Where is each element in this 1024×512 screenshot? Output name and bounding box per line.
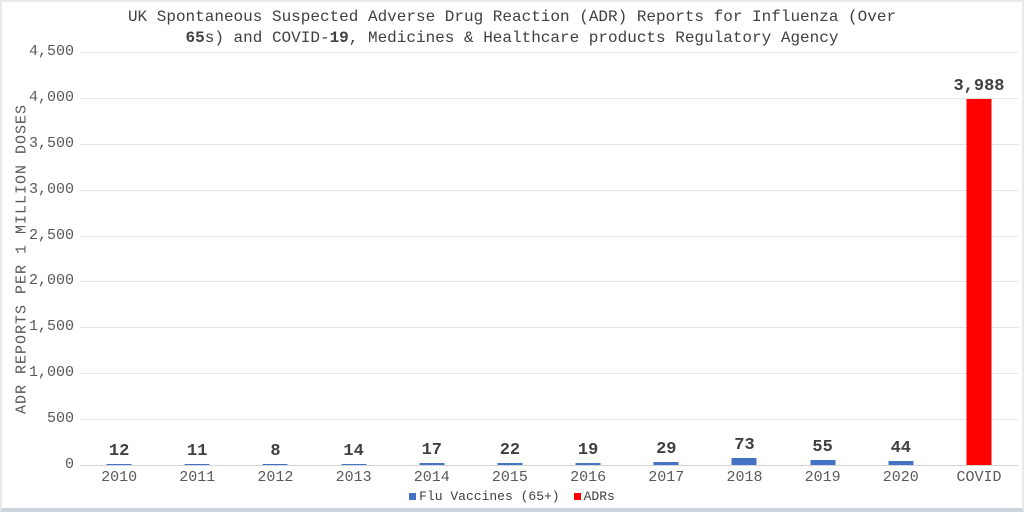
- x-axis-label-2019: 2019: [804, 469, 841, 486]
- bar-covid-adrs: [966, 99, 992, 465]
- chart-column-2015: 22 2015: [471, 52, 549, 486]
- bar-2013-flu-vaccines-65: [341, 463, 367, 465]
- bar-2010-flu-vaccines-65: [106, 463, 132, 465]
- x-axis-label-2010: 2010: [101, 469, 138, 486]
- gridline: [80, 327, 1018, 329]
- bar-2012-flu-vaccines-65: [262, 464, 288, 465]
- x-axis-label-2018: 2018: [726, 469, 763, 486]
- gridline: [80, 97, 1018, 99]
- gridline: [80, 281, 1018, 283]
- gridline: [80, 373, 1018, 375]
- gridline: [80, 143, 1018, 145]
- y-tick-label-1-000: 1,000: [28, 364, 74, 382]
- gridline: [80, 189, 1018, 191]
- legend-swatch-icon: [409, 493, 417, 500]
- x-axis-label-2015: 2015: [491, 469, 528, 486]
- y-tick-label-2-000: 2,000: [28, 272, 74, 290]
- chart-column-2014: 17 2014: [393, 52, 471, 485]
- y-tick-label-1-500: 1,500: [28, 318, 74, 336]
- legend-label-adrs: ADRs: [583, 489, 615, 504]
- chart-title-line-2: 65s) and COVID-19, Medicines & Healthcar…: [185, 29, 839, 47]
- chart-title-line-1: UK Spontaneous Suspected Adverse Drug Re…: [127, 8, 897, 26]
- bar-value-label-2012: 8: [270, 442, 281, 461]
- bar-2018-flu-vaccines-65: [731, 458, 757, 465]
- chart-title: UK Spontaneous Suspected Adverse Drug Re…: [2, 7, 1022, 49]
- y-tick-label-0: 0: [64, 456, 74, 473]
- bar-2020-flu-vaccines-65: [888, 460, 914, 465]
- bar-value-label-2015: 22: [499, 440, 521, 460]
- legend-swatch-icon: [573, 493, 581, 500]
- legend-label-flu-vaccines-65: Flu Vaccines (65+): [419, 489, 560, 504]
- gridline: [80, 52, 1018, 53]
- bar-value-label-2014: 17: [421, 441, 442, 461]
- chart-column-2010: 12 2010: [80, 52, 158, 486]
- bar-value-label-2020: 44: [890, 438, 911, 458]
- x-axis-label-2020: 2020: [882, 469, 919, 486]
- chart-column-2012: 8 2012: [236, 52, 314, 486]
- y-tick-label-4-000: 4,000: [28, 88, 74, 106]
- gridline: [80, 235, 1018, 237]
- x-axis-label-2016: 2016: [570, 469, 607, 486]
- legend-item-flu-vaccines-65: Flu Vaccines (65+): [409, 489, 560, 504]
- y-tick-label-3-500: 3,500: [28, 134, 74, 152]
- legend: Flu Vaccines (65+) ADRs: [2, 489, 1022, 504]
- chart-column-2018: 73 2018: [705, 52, 783, 485]
- bar-value-label-2011: 11: [187, 442, 208, 461]
- bar-2019-flu-vaccines-65: [810, 459, 836, 465]
- plot-area: 12 2010 11 2011 8 2012 14 2013 17 2014 22 2015 19 201…: [80, 52, 1018, 486]
- gridline: [80, 419, 1018, 421]
- bar-2016-flu-vaccines-65: [575, 463, 601, 465]
- y-tick-label-500: 500: [46, 410, 74, 428]
- chart-column-2020: 44 2020: [862, 52, 940, 486]
- x-axis-label-2014: 2014: [413, 469, 450, 486]
- chart-column-2011: 11 2011: [158, 52, 236, 486]
- x-axis-label-2013: 2013: [335, 469, 372, 486]
- chart-column-covid: 3,988 COVID: [940, 52, 1018, 486]
- bar-columns: 12 2010 11 2011 8 2012 14 2013 17 2014 22 2015 19 201…: [80, 52, 1018, 486]
- y-tick-label-2-500: 2,500: [28, 226, 74, 244]
- bar-value-label-2017: 29: [656, 440, 677, 460]
- bar-2014-flu-vaccines-65: [419, 463, 445, 465]
- y-tick-label-4-500: 4,500: [28, 43, 74, 60]
- bar-2017-flu-vaccines-65: [653, 462, 679, 465]
- chart-column-2017: 29 2017: [627, 52, 705, 485]
- x-axis-line: [80, 465, 1018, 466]
- bar-value-label-2019: 55: [812, 437, 833, 457]
- x-axis-label-2011: 2011: [179, 469, 216, 486]
- x-axis-label-2012: 2012: [257, 469, 294, 486]
- legend-item-adrs: ADRs: [573, 489, 615, 504]
- bar-2011-flu-vaccines-65: [184, 464, 210, 465]
- bar-value-label-2016: 19: [577, 441, 599, 461]
- bar-2015-flu-vaccines-65: [497, 462, 523, 465]
- bar-value-label-2010: 12: [108, 441, 130, 461]
- chart-column-2013: 14 2013: [315, 52, 393, 486]
- bar-value-label-2013: 14: [343, 441, 364, 461]
- bar-value-label-covid: 3,988: [953, 77, 1005, 96]
- y-tick-label-3-000: 3,000: [28, 180, 74, 198]
- bar-value-label-2018: 73: [734, 436, 755, 456]
- x-axis-label-covid: COVID: [956, 469, 1002, 486]
- chart-column-2016: 19 2016: [549, 52, 627, 485]
- chart-column-2019: 55 2019: [784, 52, 862, 486]
- x-axis-label-2017: 2017: [648, 469, 685, 486]
